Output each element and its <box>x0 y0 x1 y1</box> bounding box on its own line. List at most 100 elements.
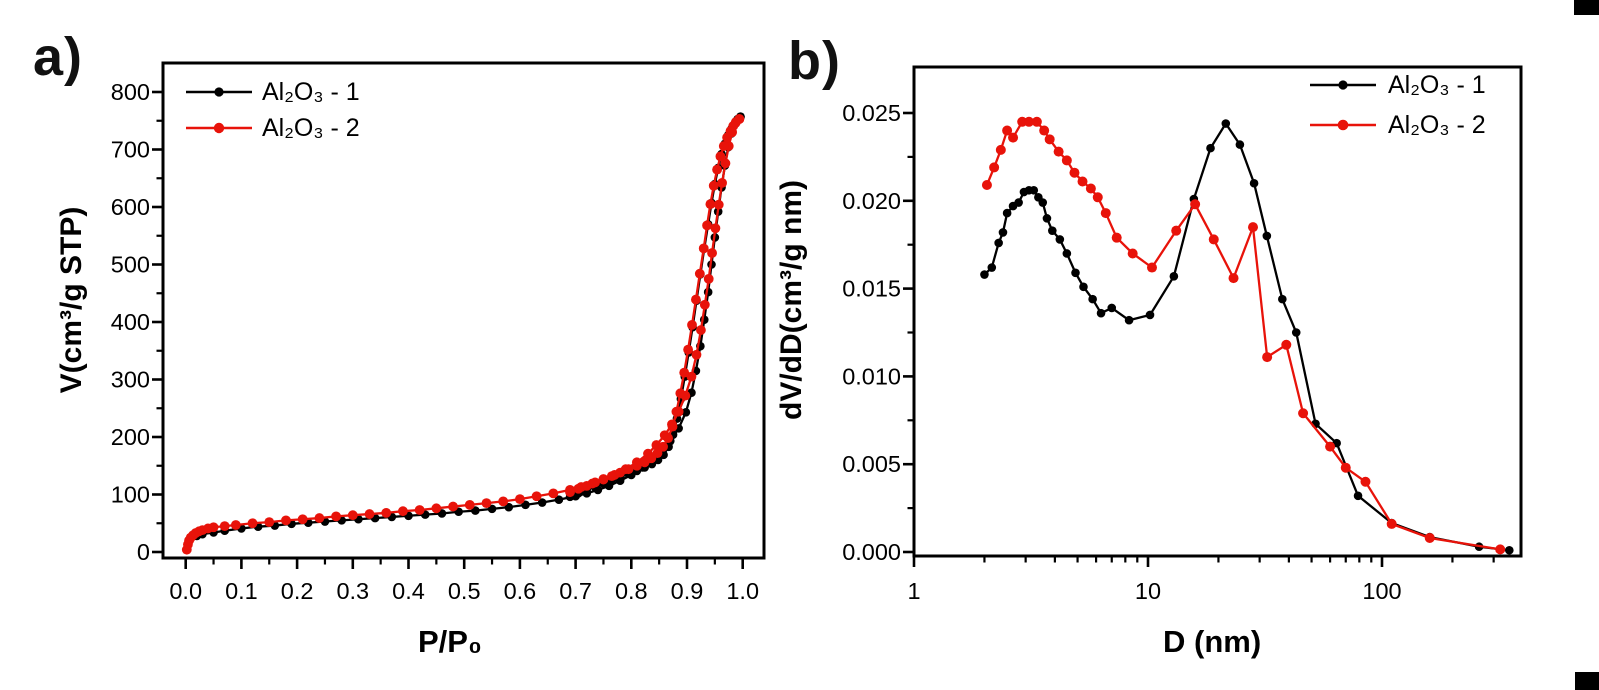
data-point-marker <box>565 487 575 498</box>
data-point-marker <box>696 325 706 335</box>
pore-size-plot: 1 10 100 0.000 0.005 0.010 0.015 0.020 0.025 Al₂O… <box>842 65 1523 604</box>
data-point-marker <box>679 367 690 378</box>
data-point-marker <box>606 471 617 481</box>
data-point-marker <box>1085 183 1096 194</box>
data-point-marker <box>1002 125 1013 136</box>
data-point-marker <box>722 132 733 143</box>
data-point-marker <box>1171 225 1182 236</box>
data-point-marker <box>1077 176 1088 187</box>
legend-label: Al₂O₃ - 1 <box>1388 71 1486 99</box>
data-point-marker <box>548 488 559 499</box>
isotherm-x-axis-title: P/P₀ <box>418 624 482 659</box>
y-axis-tick-label: 500 <box>111 252 150 278</box>
data-point-marker <box>1100 208 1111 219</box>
x-axis-tick-label: 0.3 <box>336 578 369 604</box>
data-point-marker <box>715 151 726 162</box>
data-point-marker <box>1190 199 1201 210</box>
data-point-marker <box>1424 532 1435 543</box>
data-point-marker <box>1278 294 1287 304</box>
data-point-marker <box>1298 408 1309 419</box>
data-point-marker <box>703 273 714 284</box>
data-point-marker <box>1247 222 1258 233</box>
data-point-marker <box>1061 155 1072 166</box>
data-point-marker <box>1062 249 1072 258</box>
data-point-marker <box>471 506 480 515</box>
data-point-marker <box>1069 167 1080 178</box>
data-point-marker <box>448 501 458 512</box>
data-point-marker <box>1386 518 1397 529</box>
data-point-marker <box>691 294 701 305</box>
data-point-marker <box>504 502 514 512</box>
data-point-marker <box>1124 315 1134 325</box>
data-point-marker <box>297 514 308 525</box>
data-point-marker <box>707 248 717 258</box>
data-point-marker <box>698 243 709 254</box>
data-point-marker <box>364 509 375 519</box>
data-point-marker <box>1092 192 1103 203</box>
data-point-marker <box>1055 235 1065 244</box>
data-point-marker <box>1145 310 1155 320</box>
data-point-marker <box>1340 462 1351 473</box>
data-point-marker <box>230 520 241 530</box>
data-point-marker <box>663 433 673 444</box>
isotherm-y-axis-title: V(cm³/g STP) <box>55 206 88 394</box>
data-point-marker <box>1014 198 1023 207</box>
data-point-marker <box>581 480 592 491</box>
data-point-marker <box>1002 208 1012 218</box>
y-axis-tick-label: 100 <box>111 482 150 508</box>
x-axis-tick-label: 0.4 <box>392 578 425 604</box>
data-point-marker <box>1206 143 1215 153</box>
y-axis-tick-label: 0.015 <box>842 276 901 302</box>
y-axis-tick-label: 600 <box>111 194 150 220</box>
data-point-marker <box>708 180 719 191</box>
data-point-marker <box>398 506 408 517</box>
data-point-marker <box>1325 441 1336 452</box>
data-point-marker <box>1169 272 1179 281</box>
data-point-marker <box>667 421 678 432</box>
data-point-marker <box>1048 226 1057 235</box>
data-point-marker <box>639 457 650 468</box>
data-point-marker <box>247 518 258 529</box>
x-axis-tick-label: 0.1 <box>225 578 258 604</box>
data-point-marker <box>1031 116 1042 127</box>
data-point-marker <box>1111 232 1122 243</box>
x-axis-tick-label: 0.5 <box>448 578 481 604</box>
data-point-marker <box>1228 273 1239 284</box>
data-point-marker <box>1505 545 1514 555</box>
data-point-marker <box>464 499 475 510</box>
data-point-marker <box>487 504 497 514</box>
panel-a-label: a) <box>33 27 84 87</box>
data-point-marker <box>702 220 712 231</box>
data-point-marker <box>554 495 564 504</box>
x-axis-tick-label: 1 <box>907 578 920 604</box>
data-point-marker <box>331 511 341 522</box>
data-point-marker <box>1023 116 1034 127</box>
data-point-marker <box>1262 352 1273 363</box>
data-point-marker <box>521 500 530 510</box>
data-point-marker <box>998 228 1008 237</box>
data-point-marker <box>995 144 1006 155</box>
data-point-marker <box>431 503 442 514</box>
data-point-marker <box>1221 119 1231 128</box>
data-point-marker <box>1029 185 1039 195</box>
data-point-marker <box>987 263 997 272</box>
isotherm-plot: 0.0 0.1 0.2 0.3 0.4 0.5 0.6 0.7 0.8 0.9 1.0 0 100 200… <box>111 61 766 604</box>
data-point-marker <box>1291 328 1301 337</box>
pore-size-x-axis-title: D (nm) <box>1163 624 1262 659</box>
data-point-marker <box>631 460 642 471</box>
data-point-marker <box>1039 125 1050 136</box>
data-point-marker <box>1208 234 1219 245</box>
data-point-marker <box>1249 178 1259 188</box>
data-point-marker <box>1071 268 1080 278</box>
y-axis-tick-label: 800 <box>111 79 150 105</box>
legend-label: Al₂O₃ - 2 <box>1388 111 1486 139</box>
data-point-marker <box>531 491 542 502</box>
data-point-marker <box>687 319 697 330</box>
data-point-marker <box>718 141 729 151</box>
data-point-marker <box>691 349 702 360</box>
data-point-marker <box>208 522 219 533</box>
data-point-marker <box>1053 146 1064 157</box>
y-axis-tick-label: 700 <box>111 137 150 163</box>
data-point-marker <box>1042 214 1052 223</box>
